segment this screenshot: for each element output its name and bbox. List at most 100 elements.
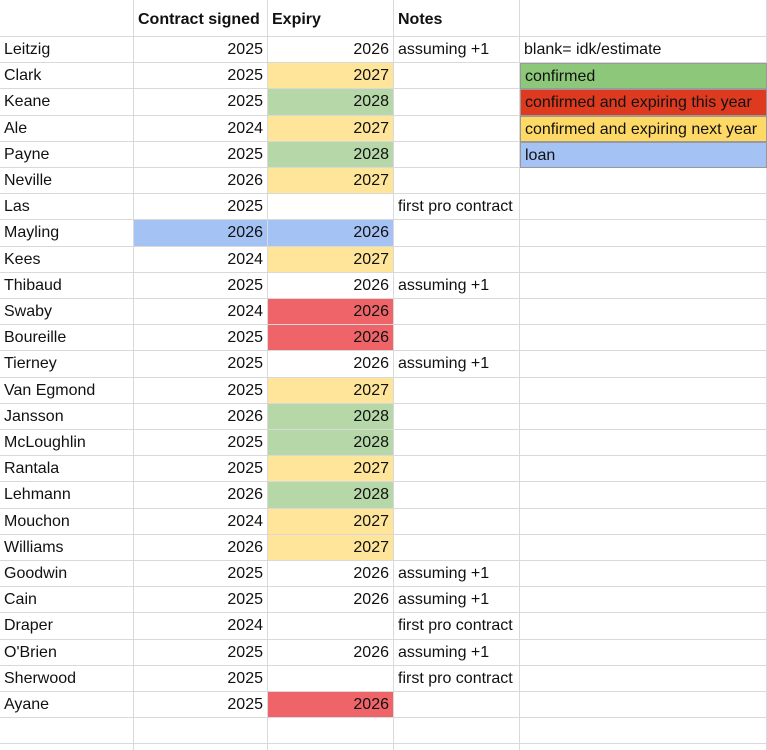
empty-cell bbox=[520, 744, 767, 750]
empty-cell bbox=[268, 718, 394, 745]
player-name: Rantala bbox=[0, 456, 134, 483]
empty-cell bbox=[520, 587, 767, 614]
player-name: O'Brien bbox=[0, 639, 134, 666]
contract-signed: 2025 bbox=[134, 325, 268, 352]
player-name: Las bbox=[0, 194, 134, 221]
player-name: Neville bbox=[0, 168, 134, 195]
header-cell: Contract signed bbox=[134, 0, 268, 37]
notes bbox=[394, 168, 520, 195]
expiry: 2028 bbox=[268, 430, 394, 457]
expiry bbox=[268, 665, 394, 692]
contract-signed: 2025 bbox=[134, 665, 268, 692]
expiry bbox=[268, 613, 394, 640]
contract-signed: 2025 bbox=[134, 141, 268, 168]
contract-signed: 2024 bbox=[134, 115, 268, 142]
expiry: 2028 bbox=[268, 141, 394, 168]
expiry: 2027 bbox=[268, 168, 394, 195]
empty-cell bbox=[394, 744, 520, 750]
empty-cell bbox=[520, 299, 767, 326]
notes bbox=[394, 456, 520, 483]
notes bbox=[394, 508, 520, 535]
empty-cell bbox=[520, 272, 767, 299]
player-name: Kees bbox=[0, 246, 134, 273]
empty-cell bbox=[520, 456, 767, 483]
contract-signed: 2026 bbox=[134, 534, 268, 561]
legend-item: confirmed and expiring this year bbox=[520, 89, 767, 116]
expiry: 2026 bbox=[268, 587, 394, 614]
empty-cell bbox=[520, 534, 767, 561]
header-cell bbox=[520, 0, 767, 37]
player-name: Jansson bbox=[0, 403, 134, 430]
empty-cell bbox=[394, 718, 520, 745]
empty-cell bbox=[134, 718, 268, 745]
expiry: 2027 bbox=[268, 508, 394, 535]
player-name: Cain bbox=[0, 587, 134, 614]
notes bbox=[394, 115, 520, 142]
contract-signed: 2026 bbox=[134, 168, 268, 195]
notes: assuming +1 bbox=[394, 587, 520, 614]
header-cell bbox=[0, 0, 134, 37]
empty-cell bbox=[520, 246, 767, 273]
notes bbox=[394, 534, 520, 561]
contract-signed: 2025 bbox=[134, 456, 268, 483]
empty-cell bbox=[520, 403, 767, 430]
player-name: Payne bbox=[0, 141, 134, 168]
notes bbox=[394, 141, 520, 168]
player-name: Ayane bbox=[0, 692, 134, 719]
notes bbox=[394, 246, 520, 273]
contract-signed: 2025 bbox=[134, 639, 268, 666]
expiry: 2026 bbox=[268, 325, 394, 352]
empty-cell bbox=[268, 744, 394, 750]
notes bbox=[394, 482, 520, 509]
empty-cell bbox=[520, 220, 767, 247]
empty-cell bbox=[520, 351, 767, 378]
player-name: Clark bbox=[0, 63, 134, 90]
expiry: 2027 bbox=[268, 63, 394, 90]
contract-signed: 2025 bbox=[134, 692, 268, 719]
empty-cell bbox=[520, 168, 767, 195]
contract-signed: 2025 bbox=[134, 561, 268, 588]
expiry: 2026 bbox=[268, 220, 394, 247]
expiry: 2028 bbox=[268, 89, 394, 116]
notes: first pro contract bbox=[394, 665, 520, 692]
legend-item: blank= idk/estimate bbox=[520, 37, 767, 64]
notes: assuming +1 bbox=[394, 37, 520, 64]
player-name: Mouchon bbox=[0, 508, 134, 535]
notes bbox=[394, 63, 520, 90]
player-name: Tierney bbox=[0, 351, 134, 378]
header-cell: Expiry bbox=[268, 0, 394, 37]
notes bbox=[394, 692, 520, 719]
empty-cell bbox=[134, 744, 268, 750]
notes: assuming +1 bbox=[394, 639, 520, 666]
player-name: Swaby bbox=[0, 299, 134, 326]
contract-signed: 2025 bbox=[134, 89, 268, 116]
empty-cell bbox=[520, 377, 767, 404]
contract-signed: 2024 bbox=[134, 246, 268, 273]
expiry: 2026 bbox=[268, 561, 394, 588]
expiry: 2027 bbox=[268, 115, 394, 142]
notes bbox=[394, 430, 520, 457]
notes: first pro contract bbox=[394, 194, 520, 221]
notes bbox=[394, 299, 520, 326]
notes bbox=[394, 377, 520, 404]
notes: assuming +1 bbox=[394, 561, 520, 588]
player-name: Leitzig bbox=[0, 37, 134, 64]
player-name: Mayling bbox=[0, 220, 134, 247]
contract-signed: 2025 bbox=[134, 351, 268, 378]
empty-cell bbox=[520, 613, 767, 640]
empty-cell bbox=[520, 561, 767, 588]
notes: assuming +1 bbox=[394, 351, 520, 378]
player-name: Goodwin bbox=[0, 561, 134, 588]
notes bbox=[394, 220, 520, 247]
empty-cell bbox=[0, 744, 134, 750]
contract-signed: 2024 bbox=[134, 613, 268, 640]
empty-cell bbox=[520, 665, 767, 692]
notes bbox=[394, 403, 520, 430]
expiry: 2026 bbox=[268, 37, 394, 64]
player-name: Keane bbox=[0, 89, 134, 116]
notes: first pro contract bbox=[394, 613, 520, 640]
notes: assuming +1 bbox=[394, 272, 520, 299]
expiry: 2027 bbox=[268, 534, 394, 561]
expiry: 2026 bbox=[268, 272, 394, 299]
